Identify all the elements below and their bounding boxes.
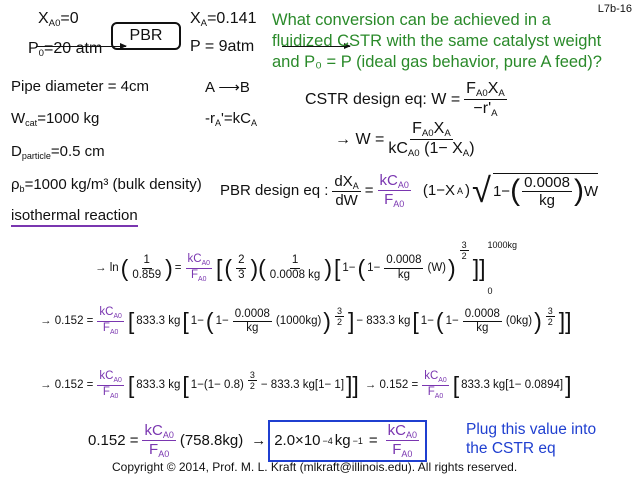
evaluated-eq: → 0.152 = kCA0 FA0 [833.3 kg[1−(1− 0.0008 k… <box>40 306 572 336</box>
isothermal-note: isothermal reaction <box>11 207 138 227</box>
catalyst-weight: Wcat=1000 kg <box>11 110 100 128</box>
cstr-design-eq: CSTR design eq: W = FA0XA −r'A <box>305 80 507 120</box>
integrated-eq: → ln(1 0.859) = kCA0 FA0 [(2 3)(1 0.0008 kg) … <box>95 240 517 296</box>
cstr-w-eq: → W = FA0XA kCA0 (1− XA) <box>335 120 475 160</box>
pbr-box: PBR <box>111 22 181 50</box>
simplified-eq: → 0.152 = kCA0 FA0 [833.3 kg[1−(1− 0.8) 3 2… <box>40 370 572 400</box>
copyright: Copyright © 2014, Prof. M. L. Kraft (mlk… <box>112 460 518 474</box>
pipe-diameter: Pipe diameter = 4cm <box>11 78 149 95</box>
inlet-arrow <box>36 43 127 49</box>
outlet-pressure: P = 9atm <box>190 38 255 55</box>
question-line: and P₀ = P (ideal gas behavior, pure A f… <box>272 53 602 71</box>
question-line: What conversion can be achieved in a <box>272 11 551 29</box>
sqrt-icon: √ <box>472 171 491 210</box>
particle-diameter: Dparticle=0.5 cm <box>11 143 105 161</box>
note: Plug this value into the CSTR eq <box>466 420 596 458</box>
note-line: the CSTR eq <box>466 440 556 457</box>
reaction-arrow-icon: ⟶ <box>218 79 240 96</box>
slide-number: L7b-16 <box>597 3 632 15</box>
label: PBR design eq : <box>220 182 329 200</box>
rate-law: -rA'=kCA <box>205 110 257 128</box>
note-line: Plug this value into <box>466 421 597 438</box>
question-line: fluidized CSTR with the same catalyst we… <box>272 32 602 50</box>
outlet-arrow <box>282 43 352 49</box>
outlet-conversion: XA=0.141 <box>190 10 257 29</box>
reaction: A ⟶B <box>205 79 250 96</box>
pbr-diagram: XA0=0 P0=20 atm PBR XA=0.141 P = 9atm <box>0 0 638 59</box>
inlet-conversion: XA0=0 <box>38 10 79 29</box>
bulk-density: ρb=1000 kg/m³ (bulk density) <box>11 176 202 194</box>
question: What conversion can be achieved in a flu… <box>272 10 602 73</box>
result-box: 2.0×10 −4 kg −1 = kCA0 FA0 <box>268 420 427 462</box>
label: → W = <box>335 130 385 148</box>
label: CSTR design eq: W = <box>305 90 461 108</box>
inlet-pressure: P0=20 atm <box>28 40 103 59</box>
pbr-design-eq: PBR design eq : dXA dW = kCA0 FA0 (1−X A) √… <box>220 171 599 210</box>
result-eq: 0.152 = kCA0 FA0 (758.8kg) → 2.0×10 −4 kg −1 =… <box>88 420 427 462</box>
